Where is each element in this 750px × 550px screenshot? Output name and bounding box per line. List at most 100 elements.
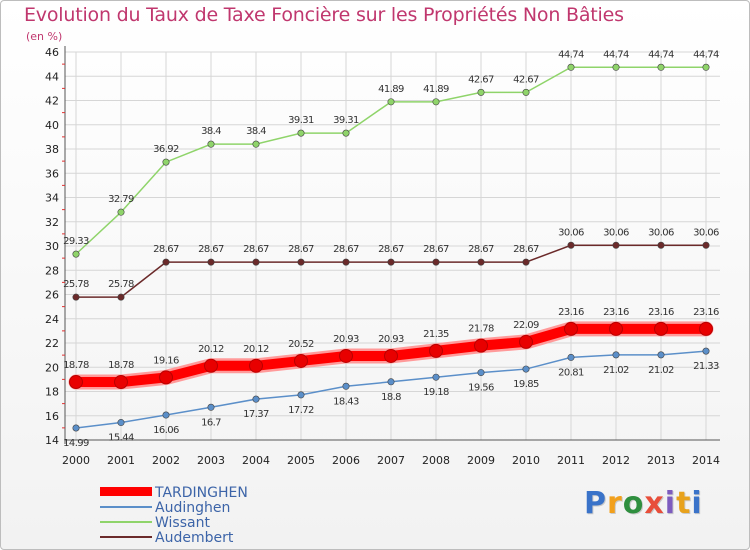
x-tick-label: 2007 <box>377 454 405 467</box>
data-point-audembert <box>207 258 215 266</box>
logo-letter: P <box>584 486 607 521</box>
x-tick-label: 2000 <box>62 454 90 467</box>
data-point-audinghen <box>657 351 665 359</box>
data-point-wissant <box>72 250 80 258</box>
data-label-audinghen: 16.7 <box>201 417 221 428</box>
y-tick-label: 40 <box>45 119 59 132</box>
data-point-wissant <box>342 129 350 137</box>
legend-label-audinghen: Audinghen <box>155 500 231 516</box>
y-tick-label: 14 <box>45 434 59 447</box>
data-label-audembert: 28.67 <box>513 244 539 255</box>
data-point-wissant <box>117 208 125 216</box>
data-label-tardinghen: 20.52 <box>288 339 314 350</box>
data-point-tardinghen <box>249 358 263 373</box>
data-label-audembert: 25.78 <box>108 279 134 290</box>
data-label-audembert: 30.06 <box>558 227 584 238</box>
data-label-audembert: 28.67 <box>423 244 449 255</box>
data-point-audinghen <box>522 365 530 373</box>
data-point-tardinghen <box>384 348 398 363</box>
x-tick-label: 2001 <box>107 454 135 467</box>
data-point-audinghen <box>72 424 80 432</box>
data-point-tardinghen <box>429 343 443 358</box>
data-label-audinghen: 21.02 <box>648 365 674 376</box>
logo-letter: i <box>664 486 677 521</box>
data-label-audembert: 28.67 <box>153 244 179 255</box>
data-point-tardinghen <box>609 321 623 336</box>
data-point-tardinghen <box>159 370 173 385</box>
data-point-audembert <box>387 258 395 266</box>
data-point-audembert <box>297 258 305 266</box>
data-labels: 18.78 18.78 19.16 20.12 20.12 20.52 20.93 20.93… <box>63 49 719 449</box>
data-label-tardinghen: 23.16 <box>558 307 584 318</box>
logo-letter: t <box>676 486 692 521</box>
data-label-audinghen: 19.56 <box>468 383 494 394</box>
data-point-audembert <box>522 258 530 266</box>
data-point-tardinghen <box>339 348 353 363</box>
x-tick-label: 2009 <box>467 454 495 467</box>
data-point-audinghen <box>207 403 215 411</box>
data-point-audinghen <box>702 347 710 355</box>
data-label-wissant: 32.79 <box>108 194 134 205</box>
data-point-wissant <box>612 63 620 71</box>
data-label-audembert: 28.67 <box>198 244 224 255</box>
data-label-wissant: 38.4 <box>246 126 266 137</box>
data-label-audembert: 28.67 <box>378 244 404 255</box>
legend-label-audembert: Audembert <box>155 530 234 546</box>
data-label-tardinghen: 20.93 <box>378 334 404 345</box>
data-point-audinghen <box>387 378 395 386</box>
data-point-wissant <box>207 140 215 148</box>
x-tick-label: 2013 <box>647 454 675 467</box>
data-point-tardinghen <box>114 375 128 390</box>
data-label-audinghen: 17.72 <box>288 405 314 416</box>
data-label-audembert: 28.67 <box>333 244 359 255</box>
unit-label: (en %) <box>26 30 63 43</box>
axes: 14 16 18 20 22 24 26 28 30 32 34 36 38 40 42 44 46 2000 20… <box>45 46 720 467</box>
logo-letter: r <box>607 486 623 521</box>
data-label-wissant: 29.33 <box>63 236 89 247</box>
data-label-audembert: 28.67 <box>243 244 269 255</box>
data-point-audembert <box>432 258 440 266</box>
y-tick-label: 28 <box>45 264 59 277</box>
data-label-audinghen: 19.18 <box>423 387 449 398</box>
y-tick-label: 42 <box>45 95 59 108</box>
x-tick-label: 2003 <box>197 454 225 467</box>
data-label-audembert: 25.78 <box>63 279 89 290</box>
data-label-tardinghen: 19.16 <box>153 355 179 366</box>
data-label-wissant: 44.74 <box>648 49 674 60</box>
data-point-wissant <box>387 98 395 106</box>
data-label-wissant: 42.67 <box>468 74 494 85</box>
data-point-audembert <box>567 241 575 249</box>
data-label-wissant: 38.4 <box>201 126 221 137</box>
legend-swatch-wissant <box>100 521 152 523</box>
x-tick-label: 2014 <box>692 454 720 467</box>
data-point-audembert <box>702 241 710 249</box>
x-tick-label: 2011 <box>557 454 585 467</box>
data-point-audembert <box>117 293 125 301</box>
data-point-tardinghen <box>519 334 533 349</box>
data-point-wissant <box>567 63 575 71</box>
data-point-wissant <box>522 88 530 96</box>
data-label-audinghen: 21.33 <box>693 361 719 372</box>
data-label-wissant: 39.31 <box>288 115 314 126</box>
y-tick-label: 22 <box>45 337 59 350</box>
data-label-audinghen: 18.8 <box>381 392 401 403</box>
data-label-wissant: 44.74 <box>558 49 584 60</box>
data-label-tardinghen: 20.93 <box>333 334 359 345</box>
data-label-audinghen: 18.43 <box>333 396 359 407</box>
x-tick-label: 2010 <box>512 454 540 467</box>
data-point-tardinghen <box>654 321 668 336</box>
data-point-wissant <box>657 63 665 71</box>
legend-swatch-audembert <box>100 536 152 538</box>
data-point-audembert <box>477 258 485 266</box>
data-label-audembert: 28.67 <box>288 244 314 255</box>
data-label-wissant: 44.74 <box>693 49 719 60</box>
data-point-audinghen <box>567 353 575 361</box>
data-label-tardinghen: 22.09 <box>513 320 539 331</box>
data-point-audembert <box>342 258 350 266</box>
y-tick-label: 46 <box>45 46 59 59</box>
data-point-tardinghen <box>204 358 218 373</box>
data-point-wissant <box>477 88 485 96</box>
data-point-tardinghen <box>474 338 488 353</box>
data-label-audembert: 30.06 <box>693 227 719 238</box>
data-label-tardinghen: 23.16 <box>603 307 629 318</box>
